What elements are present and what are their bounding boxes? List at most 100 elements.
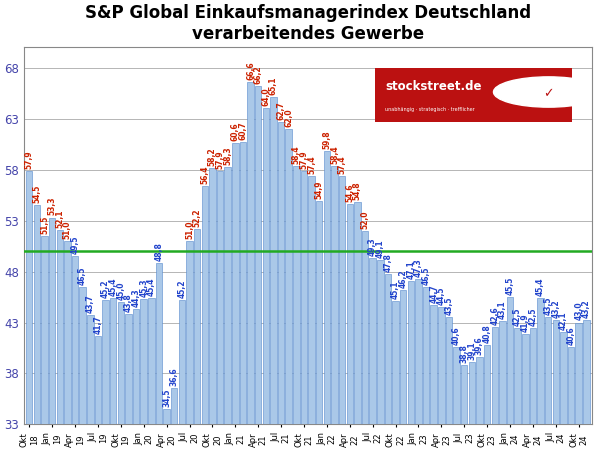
Bar xyxy=(583,321,589,424)
Text: 53,3: 53,3 xyxy=(48,197,57,216)
Text: 47,3: 47,3 xyxy=(414,258,423,276)
Circle shape xyxy=(493,77,596,107)
Text: 44,5: 44,5 xyxy=(437,287,446,305)
Bar xyxy=(79,287,86,424)
Text: 43,2: 43,2 xyxy=(551,300,560,318)
Bar xyxy=(362,231,368,424)
Bar xyxy=(232,143,238,424)
Text: 42,5: 42,5 xyxy=(529,307,538,326)
Text: unabhängig · strategisch · trefflicher: unabhängig · strategisch · trefflicher xyxy=(386,107,475,112)
Text: 54,5: 54,5 xyxy=(32,185,41,203)
Bar xyxy=(87,315,94,424)
Bar xyxy=(522,334,529,424)
Bar xyxy=(301,170,307,424)
Bar xyxy=(461,365,467,424)
Text: 66,6: 66,6 xyxy=(246,61,255,80)
Bar xyxy=(530,327,536,424)
Text: 66,2: 66,2 xyxy=(254,65,263,84)
Bar xyxy=(240,142,246,424)
Bar xyxy=(568,347,575,424)
Bar xyxy=(49,217,55,424)
Bar xyxy=(217,170,224,424)
Text: 52,2: 52,2 xyxy=(193,208,201,227)
Bar xyxy=(492,327,498,424)
Text: 57,9: 57,9 xyxy=(25,150,34,169)
Text: 54,9: 54,9 xyxy=(315,181,324,199)
Bar xyxy=(117,302,124,424)
Text: 52,1: 52,1 xyxy=(55,209,64,228)
Text: 57,9: 57,9 xyxy=(216,150,225,169)
Text: 60,7: 60,7 xyxy=(238,121,247,140)
Bar xyxy=(484,345,491,424)
Text: 47,1: 47,1 xyxy=(406,260,415,279)
Text: 43,0: 43,0 xyxy=(574,302,583,321)
Text: 43,5: 43,5 xyxy=(544,297,552,315)
Bar xyxy=(346,204,353,424)
Text: 39,6: 39,6 xyxy=(475,336,484,355)
Text: 45,0: 45,0 xyxy=(116,281,125,300)
Bar xyxy=(476,357,483,424)
Bar xyxy=(171,388,178,424)
Text: 64,0: 64,0 xyxy=(261,88,271,106)
Text: 52,0: 52,0 xyxy=(361,210,370,229)
Text: 46,2: 46,2 xyxy=(399,269,408,288)
Text: 44,7: 44,7 xyxy=(429,285,438,303)
Bar xyxy=(201,186,208,424)
Bar xyxy=(57,230,63,424)
Bar xyxy=(95,336,101,424)
Bar xyxy=(354,202,361,424)
Bar xyxy=(270,97,277,424)
Bar xyxy=(507,297,513,424)
Text: 45,4: 45,4 xyxy=(147,277,156,296)
Bar xyxy=(285,129,292,424)
Text: 38,8: 38,8 xyxy=(460,345,468,364)
Text: 43,2: 43,2 xyxy=(582,300,591,318)
Text: 40,8: 40,8 xyxy=(483,324,492,343)
Bar xyxy=(179,300,185,424)
Text: 39,1: 39,1 xyxy=(467,341,476,360)
Bar xyxy=(324,151,330,424)
Bar xyxy=(41,236,48,424)
Bar xyxy=(209,168,216,424)
Text: 56,4: 56,4 xyxy=(200,166,209,184)
Bar xyxy=(499,322,505,424)
Text: 62,7: 62,7 xyxy=(277,101,285,120)
Bar xyxy=(263,108,269,424)
Bar xyxy=(26,170,33,424)
Bar xyxy=(255,86,262,424)
Text: 54,8: 54,8 xyxy=(353,182,362,200)
Bar xyxy=(33,205,40,424)
Text: 65,1: 65,1 xyxy=(269,77,278,95)
Text: 45,2: 45,2 xyxy=(178,280,187,298)
Bar xyxy=(278,122,284,424)
Bar xyxy=(545,318,551,424)
Text: 49,5: 49,5 xyxy=(70,236,79,254)
Text: 58,4: 58,4 xyxy=(330,145,339,164)
Text: 43,5: 43,5 xyxy=(445,297,454,315)
Text: 60,6: 60,6 xyxy=(231,123,240,141)
Bar xyxy=(163,409,170,424)
Text: 45,4: 45,4 xyxy=(536,277,545,296)
Bar xyxy=(141,299,147,424)
Bar xyxy=(125,314,132,424)
Bar xyxy=(576,322,582,424)
Bar xyxy=(133,309,139,424)
Bar xyxy=(415,279,422,424)
Text: 42,5: 42,5 xyxy=(513,307,522,326)
Text: 46,5: 46,5 xyxy=(421,266,430,285)
Text: 40,6: 40,6 xyxy=(567,327,576,345)
Text: 41,9: 41,9 xyxy=(521,313,530,331)
Bar xyxy=(339,176,345,424)
Text: 45,4: 45,4 xyxy=(108,277,117,296)
Text: 49,3: 49,3 xyxy=(368,238,377,256)
Bar xyxy=(514,327,521,424)
Text: 43,8: 43,8 xyxy=(124,294,133,313)
Bar xyxy=(103,300,109,424)
Text: 34,5: 34,5 xyxy=(162,389,171,407)
Bar xyxy=(187,241,193,424)
Bar xyxy=(538,298,544,424)
Bar xyxy=(552,321,559,424)
Bar xyxy=(316,201,322,424)
Text: 62,0: 62,0 xyxy=(284,108,293,127)
Title: S&P Global Einkaufsmanagerindex Deutschland
verarbeitendes Gewerbe: S&P Global Einkaufsmanagerindex Deutschl… xyxy=(85,4,531,43)
